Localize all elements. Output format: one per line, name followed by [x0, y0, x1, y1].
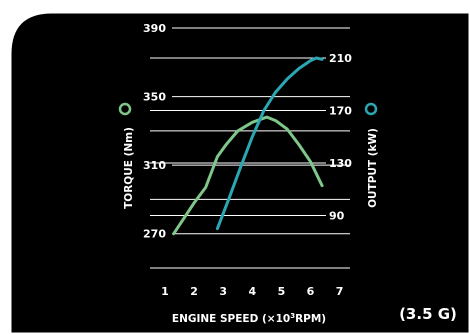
y-right-tick-label: 170 [329, 105, 352, 118]
x-axis-label-part-2: RPM) [295, 313, 326, 325]
x-tick-label: 1 [161, 285, 169, 298]
y-left-tick-label: 310 [143, 159, 166, 172]
series-lines [172, 56, 324, 236]
y-right-tick-label: 90 [329, 210, 345, 223]
x-tick-label: 6 [307, 285, 315, 298]
tick-labels: 390 350 310 270 210 170 130 90 1 2 3 4 5 6 7 [143, 22, 352, 298]
output-series-line [215, 56, 324, 231]
y-left-tick-label: 270 [143, 228, 166, 241]
torque-series-line [172, 115, 324, 236]
y-left-tick-label: 350 [143, 91, 166, 104]
output-legend-marker [364, 102, 378, 116]
y-right-tick-label: 210 [329, 52, 352, 65]
x-tick-label: 5 [278, 285, 286, 298]
grid-lines [150, 27, 350, 269]
x-axis-label: ENGINE SPEED (×103RPM) [172, 312, 326, 325]
y-right-tick-label: 130 [329, 157, 352, 170]
x-tick-label: 3 [219, 285, 227, 298]
x-axis-label-superscript: 3 [290, 312, 295, 320]
x-tick-label: 2 [190, 285, 198, 298]
y-axis-right-label: OUTPUT (kW) [367, 128, 379, 208]
grade-annotation: (3.5 G) [399, 305, 457, 323]
x-tick-label: 7 [336, 285, 344, 298]
x-tick-label: 4 [248, 285, 256, 298]
y-axis-left-label: TORQUE (Nm) [123, 127, 135, 209]
x-axis-label-part-1: ENGINE SPEED (×10 [172, 313, 290, 325]
torque-legend-marker [118, 102, 132, 116]
y-left-tick-label: 390 [143, 22, 166, 35]
